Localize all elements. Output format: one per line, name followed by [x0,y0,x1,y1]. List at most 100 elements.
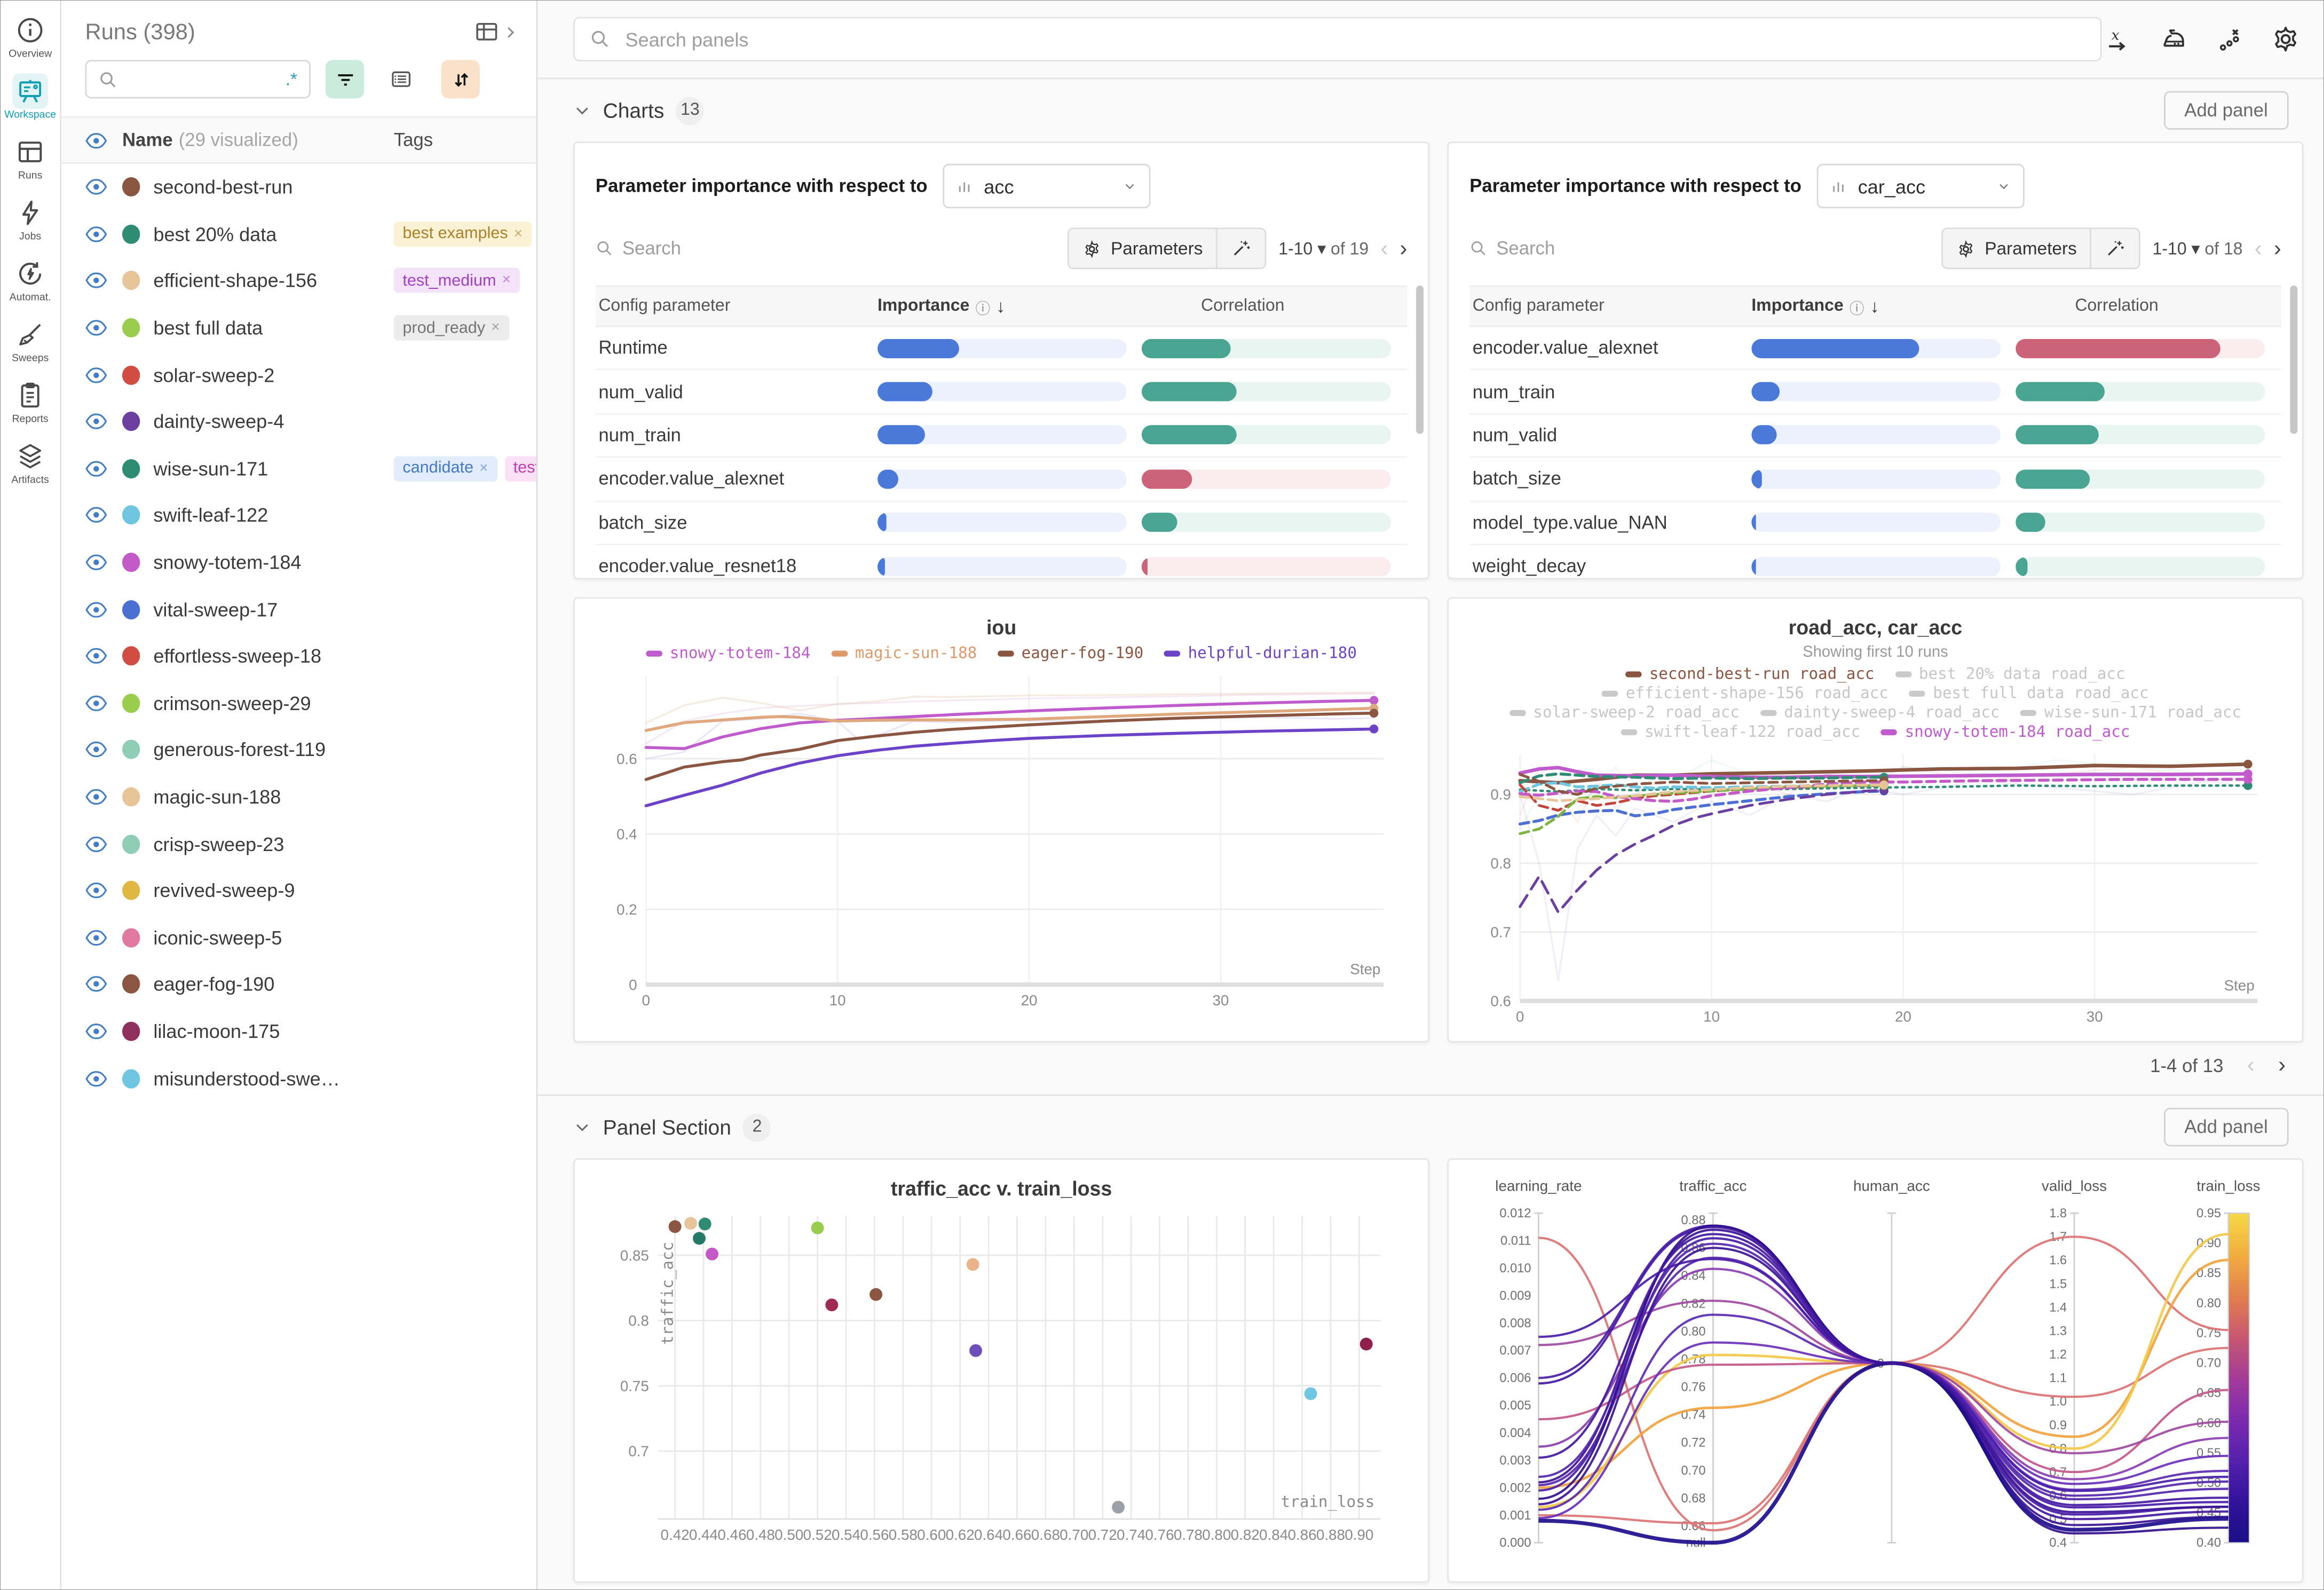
importance-row[interactable]: num_train [1469,371,2281,415]
tag-remove-icon[interactable]: × [491,319,500,336]
run-row[interactable]: crisp-sweep-23 [61,820,536,867]
importance-row[interactable]: encoder.value_resnet18 [596,545,1408,578]
sidebar-item-jobs[interactable]: Jobs [1,195,60,242]
run-row[interactable]: crimson-sweep-29 [61,680,536,727]
sidebar-item-reports[interactable]: Reports [1,377,60,425]
pagination-next-icon[interactable]: › [2278,1053,2286,1079]
tag-badge[interactable]: test_medium× [504,456,536,482]
legend-item[interactable]: best 20% data road_acc [1895,665,2125,683]
legend-item[interactable]: solar-sweep-2 road_acc [1509,704,1740,722]
importance-search-input[interactable]: Search [1469,238,1555,259]
legend-item[interactable]: wise-sun-171 road_acc [2020,704,2241,722]
info-icon[interactable]: ⓘ [975,301,991,318]
run-row[interactable]: solar-sweep-2 [61,351,536,398]
settings-gear-icon[interactable] [2271,24,2301,54]
line-chart-panel-road-acc[interactable]: road_acc, car_acc Showing first 10 runs … [1447,597,2304,1043]
filter-runs-button[interactable] [325,60,365,99]
column-tags[interactable]: Tags [393,129,433,151]
visibility-eye-icon[interactable] [85,226,108,242]
tag-badge[interactable]: candidate × [393,456,497,482]
x-axis-icon[interactable]: x [2101,24,2131,54]
legend-item[interactable]: magic-sun-188 [831,645,977,663]
sort-desc-icon[interactable]: ↓ [1870,296,1879,317]
run-row[interactable]: iconic-sweep-5 [61,914,536,961]
visibility-eye-icon[interactable] [85,179,108,195]
magic-wand-button[interactable] [2090,229,2139,268]
sidebar-item-runs[interactable]: Runs [1,134,60,182]
importance-row[interactable]: encoder.value_alexnet [595,458,1408,502]
legend-item[interactable]: dainty-sweep-4 road_acc [1760,704,2000,722]
tag-badge[interactable]: test_medium× [393,268,520,294]
legend-item[interactable]: second-best-run road_acc [1625,665,1875,683]
tag-remove-icon[interactable]: × [502,273,511,289]
parameter-importance-panel-car-acc[interactable]: Parameter importance with respect to car… [1447,141,2304,580]
pager-next-icon[interactable]: › [1400,235,1408,261]
legend-item[interactable]: eager-fog-190 [998,645,1143,663]
magic-wand-button[interactable] [1216,229,1265,268]
parallel-coordinates-plot[interactable]: learning_rate 0.012 0.011 0.010 0.009 0.008 0.… [1469,1175,2281,1567]
visibility-eye-icon[interactable] [85,648,108,665]
scatter-plot[interactable]: 0.42 0.44 0.46 0.48 0.50 0.52 0.54 0.56 0.58 0.60… [596,1205,1408,1564]
legend-item[interactable]: snowy-totem-184 [646,645,810,663]
scatter-panel-traffic-acc[interactable]: traffic_acc v. train_loss 0.42 0.44 0.46 0.… [573,1158,1430,1583]
pagination-prev-icon[interactable]: ‹ [2247,1053,2255,1079]
visibility-eye-icon[interactable] [85,132,108,148]
visibility-eye-icon[interactable] [85,460,108,477]
run-row[interactable]: dainty-sweep-4 [61,398,536,445]
legend-item[interactable]: snowy-totem-184 road_acc [1881,723,2130,741]
iou-plot[interactable]: 0 10 20 30 0 0.2 0.4 0.6 Step [596,667,1408,1020]
visibility-eye-icon[interactable] [85,836,108,852]
search-panels-field[interactable] [622,26,2085,52]
importance-row[interactable]: Runtime [595,327,1408,371]
visibility-eye-icon[interactable] [85,977,108,993]
visibility-eye-icon[interactable] [85,507,108,524]
run-row[interactable]: misunderstood-swe… [61,1055,536,1102]
visibility-eye-icon[interactable] [85,320,108,336]
road-acc-plot[interactable]: 0 10 20 30 0.6 0.7 0.8 0.9 Step [1469,746,2281,1037]
sidebar-item-automat[interactable]: Automat. [1,256,60,303]
run-row[interactable]: efficient-shape-156 test_medium × [61,257,536,304]
tag-badge[interactable]: prod_ready × [393,315,509,341]
runs-search-input[interactable]: .* [85,60,311,99]
visibility-eye-icon[interactable] [85,695,108,712]
outliers-icon[interactable] [2215,24,2244,54]
tag-remove-icon[interactable]: × [479,460,488,477]
pager-prev-icon[interactable]: ‹ [1380,235,1388,261]
run-row[interactable]: revived-sweep-9 [61,867,536,914]
runs-table-expand-button[interactable] [474,18,518,45]
run-row[interactable]: generous-forest-119 [61,727,536,774]
importance-row[interactable]: encoder.value_alexnet [1469,327,2281,371]
legend-item[interactable]: helpful-durian-180 [1164,645,1357,663]
visibility-eye-icon[interactable] [85,554,108,571]
run-row[interactable]: lilac-moon-175 [61,1008,536,1055]
legend-item[interactable]: best full data road_acc [1909,685,2149,703]
legend-item[interactable]: efficient-shape-156 road_acc [1602,685,1888,703]
importance-search-input[interactable]: Search [596,238,681,259]
add-panel-button[interactable]: Add panel [2163,91,2289,130]
metric-select[interactable]: acc [942,163,1150,209]
visibility-eye-icon[interactable] [85,367,108,383]
run-row[interactable]: snowy-totem-184 [61,539,536,586]
chevron-down-icon[interactable] [573,1118,591,1136]
run-row[interactable]: wise-sun-171 candidate × test_medium× [61,445,536,492]
pager-prev-icon[interactable]: ‹ [2254,235,2262,261]
visibility-eye-icon[interactable] [85,742,108,758]
line-chart-panel-iou[interactable]: iou snowy-totem-184 magic-sun-188 eager-fo… [573,597,1430,1043]
importance-pager[interactable]: 1-10 ▾ of 19 [1278,241,1369,259]
run-row[interactable]: eager-fog-190 [61,961,536,1008]
chevron-down-icon[interactable] [573,101,591,119]
run-row[interactable]: effortless-sweep-18 [61,633,536,680]
scrollbar-thumb[interactable] [1416,285,1424,434]
importance-row[interactable]: num_valid [595,371,1408,415]
sort-desc-icon[interactable]: ↓ [996,296,1006,317]
regex-toggle[interactable]: .* [285,68,297,90]
parameter-importance-panel-acc[interactable]: Parameter importance with respect to acc… [573,141,1430,580]
visibility-eye-icon[interactable] [85,789,108,805]
add-panel-button[interactable]: Add panel [2163,1107,2289,1147]
visibility-eye-icon[interactable] [85,1070,108,1087]
sort-runs-button[interactable] [441,60,480,99]
sidebar-item-artifacts[interactable]: Artifacts [1,438,60,486]
parameters-button[interactable]: Parameters [1943,229,2090,267]
info-icon[interactable]: ⓘ [1849,301,1864,318]
importance-row[interactable]: batch_size [1469,458,2281,502]
